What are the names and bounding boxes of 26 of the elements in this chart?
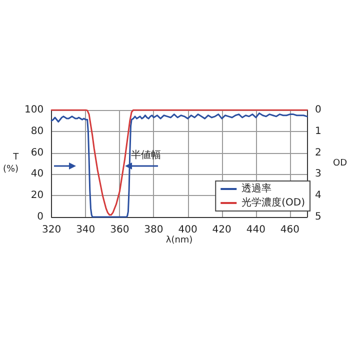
legend-label: 光学濃度(OD) — [242, 196, 306, 208]
x-tick-label: 400 — [178, 224, 198, 236]
y-tick-label: 20 — [30, 190, 44, 202]
y2-tick-label: 4 — [314, 190, 322, 202]
y-tick-label: 60 — [30, 147, 44, 158]
y-tick-label: 40 — [30, 168, 44, 180]
x-tick-label: 440 — [246, 224, 266, 236]
y2-tick-label: 3 — [314, 168, 322, 180]
y-tick-label: 100 — [24, 104, 44, 116]
y2-tick-label: 0 — [314, 104, 322, 116]
legend-label: 透過率 — [242, 182, 272, 194]
x-tick-label: 460 — [280, 224, 300, 236]
y2-tick-label: 5 — [314, 212, 322, 222]
x-tick-label: 380 — [144, 224, 164, 236]
y-axis-title: T (%) — [2, 152, 20, 174]
x-tick-label: 420 — [212, 224, 232, 236]
y2-tick-label: 2 — [314, 147, 322, 158]
y-tick-label: 0 — [37, 212, 44, 222]
x-tick-label: 360 — [110, 224, 130, 236]
annotation: 半値幅 — [131, 149, 161, 161]
x-tick-label: 340 — [76, 224, 96, 236]
y2-axis-title: OD — [332, 158, 348, 168]
y2-tick-label: 1 — [314, 126, 322, 137]
y-tick-label: 80 — [30, 126, 44, 137]
x-tick-label: 320 — [42, 224, 62, 236]
x-axis-title: λ(nm) — [166, 235, 193, 246]
